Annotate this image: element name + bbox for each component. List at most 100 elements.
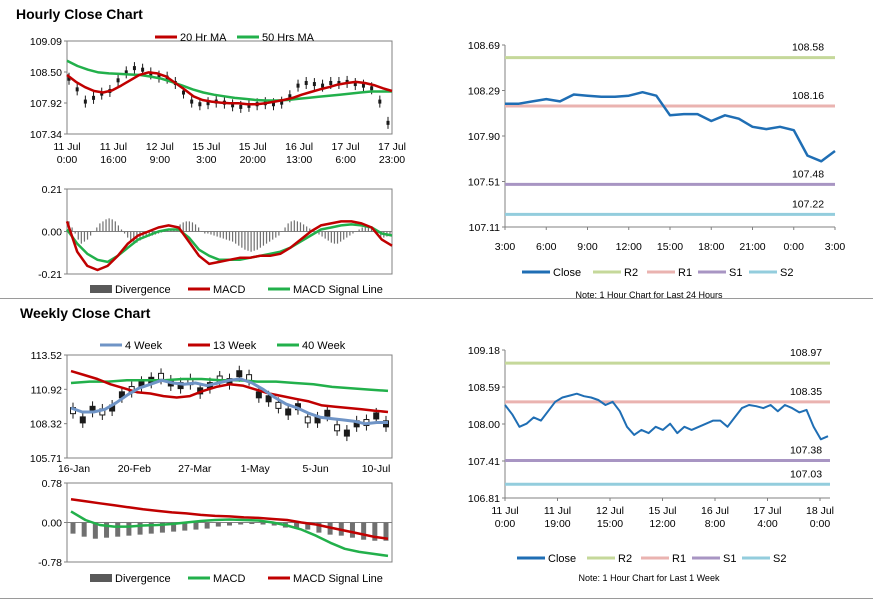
hourly-divergence-bar (120, 229, 123, 232)
hourly-divergence-bar (182, 222, 184, 232)
weekly-legend-divergence-swatch (90, 574, 112, 582)
hourly-price-candle (83, 99, 87, 104)
weekly-divergence-bar (193, 522, 199, 530)
hourly-price-plot (66, 40, 393, 135)
hourly-price-candle (280, 100, 284, 105)
hourly-divergence-bar (284, 227, 286, 232)
hourly-macd-line (65, 220, 393, 272)
hourly-divergence-bar (133, 231, 135, 243)
hourly-divergence-bar (306, 226, 308, 232)
hourly-price-candle (206, 101, 210, 106)
hourly-divergence-bar (253, 231, 255, 251)
weekly-macd-y-label: 0.78 (42, 478, 63, 490)
hourly-divergence-bar (235, 231, 237, 244)
weekly-legend-macd-label: MACD (213, 573, 245, 585)
hourly-price-x-label: 15 Jul (239, 141, 267, 153)
weekly-divergence-bar (349, 522, 355, 538)
hourly-price-x-label: 16 Jul (285, 141, 313, 153)
hourly-price-candle (92, 95, 96, 100)
hourly-price-candle (141, 67, 145, 72)
hourly-price-y-label: 107.92 (30, 98, 62, 110)
weekly-legend-4w-label: 4 Week (125, 340, 163, 352)
hourly-divergence-bar (111, 219, 113, 232)
weekly-divergence-bar (148, 522, 154, 534)
weekly-divergence-bar (294, 522, 300, 529)
hourly-price-x-label: 20:00 (240, 154, 266, 166)
hourly-divergence-bar (167, 230, 169, 232)
hourly-price-x-label: 11 Jul (53, 141, 80, 153)
hourly-price-y-label: 109.09 (30, 36, 62, 48)
hourly-ma50-line (66, 59, 392, 102)
hourly-legend-macd-label: MACD (213, 284, 245, 296)
hourly-price-candle (386, 120, 390, 125)
weekly-price-x-label: 10-Jul (362, 463, 391, 475)
hourly-price-candle (247, 103, 251, 108)
hourly-divergence-bar (309, 228, 311, 232)
weekly-price-x-label: 27-Mar (178, 463, 212, 475)
hourly-price-candle (67, 76, 71, 81)
hourly-close-y-label: 107.90 (468, 131, 500, 143)
weekly-close-legend-r1-label: R1 (672, 553, 686, 565)
hourly-divergence-bar (222, 231, 224, 239)
hourly-divergence-bar (244, 231, 246, 250)
hourly-divergence-bar (346, 231, 348, 238)
hourly-divergence-bar (191, 222, 194, 232)
hourly-price-candle (100, 91, 104, 96)
hourly-close-legend-r2-label: R2 (624, 267, 638, 279)
hourly-price-x-label: 23:00 (379, 154, 405, 166)
hourly-price-y-label: 107.34 (30, 129, 62, 141)
weekly-level-r2-label: 108.97 (790, 347, 822, 359)
hourly-divergence-bar (238, 231, 240, 246)
weekly-price-candle (275, 401, 282, 409)
weekly-level-s2-label: 107.03 (790, 468, 822, 480)
hourly-close-x-label: 0:00 (784, 241, 805, 253)
hourly-level-s1-label: 107.48 (792, 168, 824, 180)
weekly-close-x-label: 17 Jul (753, 505, 781, 517)
hourly-price-x-label: 9:00 (150, 154, 171, 166)
weekly-price-x-label: 5-Jun (302, 463, 328, 475)
weekly-price-candle (158, 372, 165, 380)
hourly-divergence-bar (83, 231, 86, 242)
hourly-legend-signal-label: MACD Signal Line (293, 284, 383, 296)
weekly-price-candle (79, 416, 86, 424)
hourly-divergence-bar (340, 231, 342, 242)
hourly-divergence-bar (130, 231, 132, 241)
hourly-divergence-bar (204, 231, 206, 234)
hourly-close-x-label: 3:00 (825, 241, 846, 253)
weekly-divergence-bar (115, 522, 121, 537)
hourly-divergence-bar (99, 223, 101, 232)
weekly-close-y-label: 108.00 (468, 419, 500, 431)
hourly-divergence-bar (265, 231, 268, 244)
hourly-section-title: Hourly Close Chart (16, 6, 143, 22)
weekly-divergence-bar (383, 522, 389, 541)
weekly-price-candle (373, 412, 380, 420)
hourly-divergence-bar (225, 231, 228, 240)
hourly-divergence-bar (352, 231, 354, 234)
weekly-level-s1-label: 107.38 (790, 445, 822, 457)
weekly-price-plot (66, 354, 393, 459)
hourly-close-y-label: 108.69 (468, 40, 500, 52)
weekly-macd-line (70, 510, 389, 558)
weekly-level-r1-label: 108.35 (790, 386, 822, 398)
hourly-close-x-label: 3:00 (495, 241, 516, 253)
hourly-divergence-bar (210, 231, 212, 235)
hourly-price-x-label: 15 Jul (192, 141, 220, 153)
hourly-divergence-bar (355, 231, 357, 232)
hourly-divergence-bar (219, 231, 221, 238)
weekly-close-x-label: 16 Jul (701, 505, 729, 517)
weekly-close-legend-s1-label: S1 (723, 553, 736, 565)
hourly-divergence-bar (185, 221, 187, 232)
hourly-divergence-bar (321, 231, 323, 237)
hourly-divergence-bar (250, 231, 252, 252)
hourly-close-y-label: 107.11 (469, 222, 500, 234)
hourly-close-y-label: 107.51 (468, 177, 500, 189)
hourly-legend-ma20-label: 20 Hr MA (180, 32, 227, 44)
hourly-divergence-bar (302, 224, 305, 232)
hourly-price-candle (378, 99, 382, 104)
hourly-divergence-bar (367, 226, 369, 232)
hourly-divergence-bar (272, 231, 274, 240)
hourly-legend-ma50-label: 50 Hrs MA (262, 32, 315, 44)
weekly-price-candle (285, 408, 292, 416)
weekly-divergence-bar (171, 522, 177, 532)
hourly-divergence-bar (361, 227, 363, 232)
